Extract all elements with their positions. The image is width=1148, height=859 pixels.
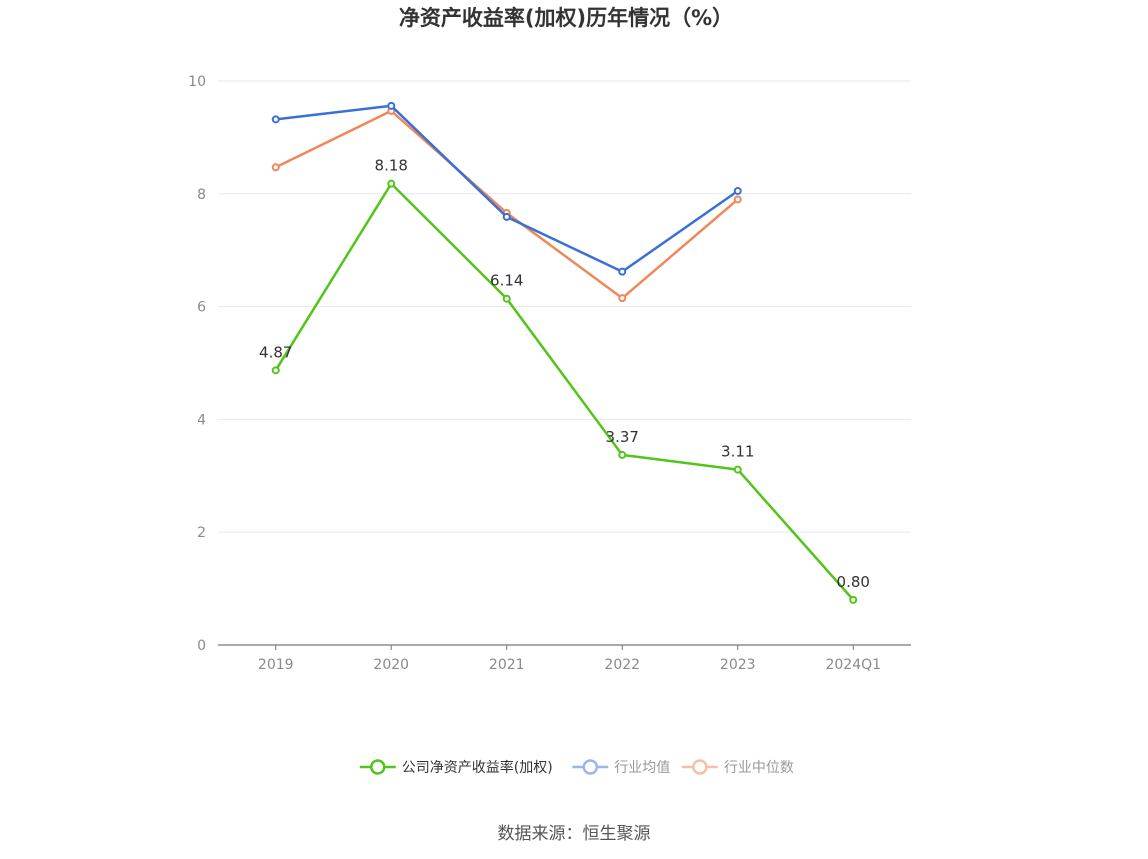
axis-layer: 0 2 4 6 8 10 2019 2020 2021 2022 2023 2024Q1: [188, 74, 911, 673]
data-label: 8.18: [375, 157, 408, 175]
series-line-1: [275, 104, 739, 273]
data-label: 6.14: [490, 272, 523, 290]
series-line-0: [274, 182, 855, 601]
data-point[interactable]: [387, 179, 396, 188]
legend-swatch-marker: [370, 759, 386, 775]
data-point[interactable]: [271, 366, 280, 375]
legend-item-0[interactable]: 公司净资产收益率(加权): [359, 759, 553, 776]
x-tick-label: 2024Q1: [825, 657, 881, 673]
data-label: 3.11: [721, 443, 754, 461]
series-layer: [271, 101, 858, 604]
series-line-2: [275, 109, 739, 300]
grid-layer: [218, 80, 911, 533]
data-point[interactable]: [387, 101, 396, 110]
data-point[interactable]: [618, 450, 627, 459]
legend[interactable]: 公司净资产收益率(加权) 行业均值 行业中位数: [359, 759, 794, 776]
data-point[interactable]: [271, 163, 280, 172]
legend-item-2[interactable]: 行业中位数: [681, 759, 794, 776]
y-tick-label: 6: [197, 300, 206, 316]
x-tick-label: 2021: [489, 657, 525, 673]
data-point[interactable]: [733, 465, 742, 474]
data-point[interactable]: [502, 294, 511, 303]
x-tick-label: 2019: [258, 657, 294, 673]
chart-title: 净资产收益率(加权)历年情况（%）: [399, 6, 733, 30]
legend-label: 行业均值: [614, 760, 670, 776]
y-tick-label: 0: [197, 638, 206, 654]
label-layer: 4.87 8.18 6.14 3.37 3.11 0.80: [259, 157, 870, 591]
legend-item-1[interactable]: 行业均值: [572, 759, 670, 776]
data-label: 4.87: [259, 343, 292, 361]
data-point[interactable]: [849, 595, 858, 604]
data-label: 3.37: [606, 428, 639, 446]
legend-label: 公司净资产收益率(加权): [402, 759, 553, 776]
x-tick-label: 2022: [604, 657, 640, 673]
y-tick-label: 10: [188, 74, 206, 90]
y-tick-label: 8: [197, 187, 206, 203]
y-tick-label: 2: [197, 525, 206, 541]
data-source-note: 数据来源：恒生聚源: [498, 824, 651, 844]
data-label: 0.80: [837, 573, 870, 591]
data-point[interactable]: [733, 195, 742, 204]
y-tick-label: 4: [197, 412, 206, 428]
data-point[interactable]: [733, 186, 742, 195]
x-tick-label: 2023: [720, 657, 756, 673]
data-point[interactable]: [618, 267, 627, 276]
data-point[interactable]: [618, 294, 627, 303]
x-tick-label: 2020: [373, 657, 409, 673]
data-point[interactable]: [502, 212, 511, 221]
legend-label: 行业中位数: [724, 760, 794, 776]
legend-swatch-marker: [692, 759, 708, 775]
data-point[interactable]: [271, 115, 280, 124]
legend-swatch-marker: [582, 759, 599, 775]
